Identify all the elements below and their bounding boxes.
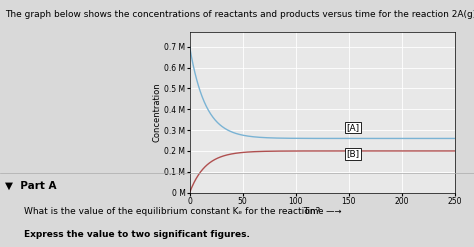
Text: [A]: [A] [347, 123, 360, 132]
Text: What is the value of the equilibrium constant Κₑ for the reaction?: What is the value of the equilibrium con… [24, 207, 320, 216]
Text: ▼  Part A: ▼ Part A [5, 180, 56, 190]
Text: Express the value to two significant figures.: Express the value to two significant fig… [24, 230, 250, 239]
Y-axis label: Concentration: Concentration [153, 82, 162, 142]
Text: [B]: [B] [347, 149, 360, 158]
Text: The graph below shows the concentrations of reactants and products versus time f: The graph below shows the concentrations… [5, 10, 474, 19]
X-axis label: Time —→: Time —→ [303, 207, 342, 216]
